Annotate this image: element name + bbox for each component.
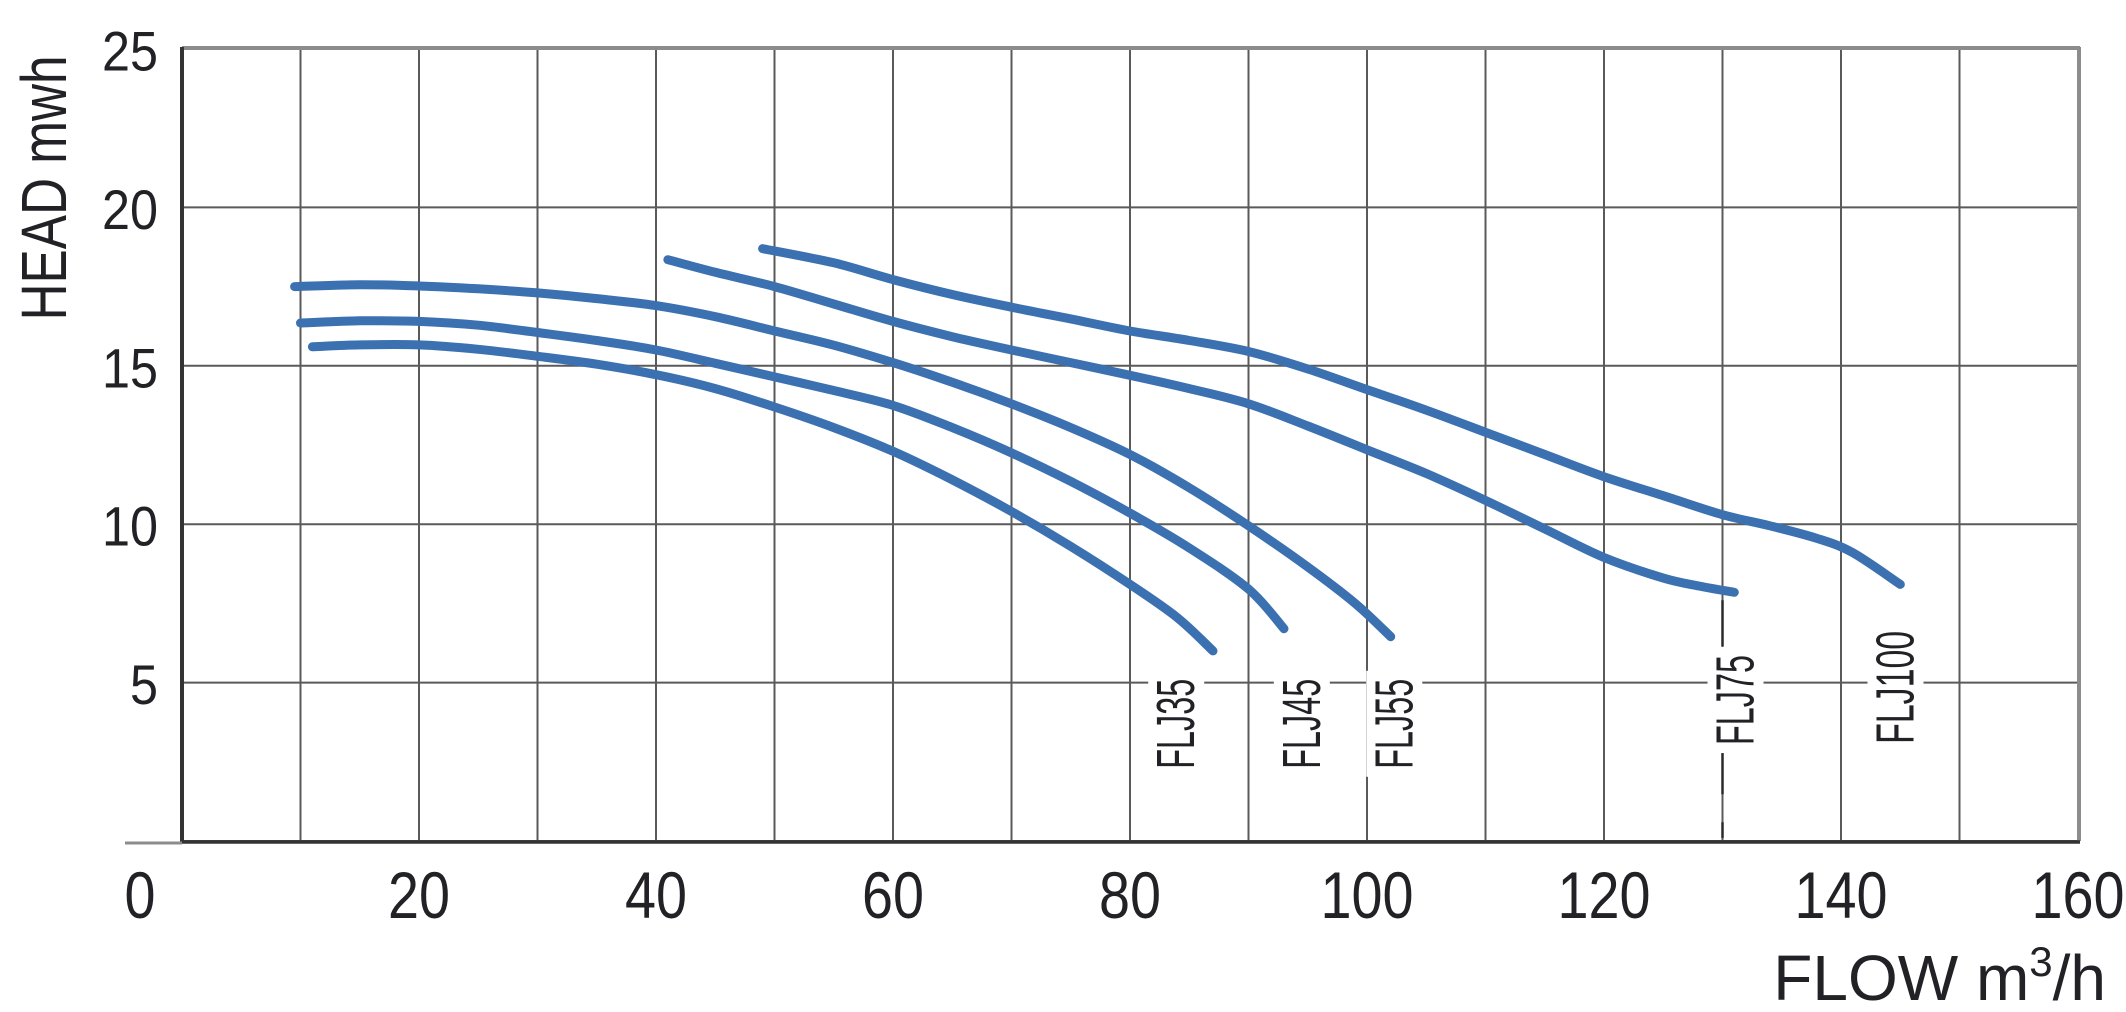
y-tick-label: 20 <box>102 178 158 241</box>
x-tick-label: 120 <box>1558 858 1651 932</box>
series-label-flj35: FLJ35 <box>1146 679 1206 769</box>
curve-flj35 <box>307 340 1218 656</box>
y-axis-title: HEAD mwh <box>8 56 80 321</box>
x-tick-label: 60 <box>862 858 924 932</box>
y-tick-label: 25 <box>102 20 158 83</box>
series-label-bg-flj75 <box>1707 647 1764 754</box>
x-tick-label: 40 <box>625 858 687 932</box>
curve-flj55 <box>290 280 1396 642</box>
series-label-bg-flj100 <box>1867 622 1924 752</box>
x-axis-title: FLOW m3/h <box>1773 938 2106 1012</box>
series-label-flj45: FLJ45 <box>1272 679 1332 769</box>
curve-flj75 <box>663 255 1739 597</box>
x-tick-label: 80 <box>1099 858 1161 932</box>
series-label-bg-flj35 <box>1148 670 1205 777</box>
x-tick-label: 0 <box>125 858 156 932</box>
series-label-bg-flj55 <box>1366 670 1423 777</box>
curve-flj45 <box>296 316 1289 634</box>
series-label-flj55: FLJ55 <box>1364 679 1424 769</box>
x-tick-label: 100 <box>1321 858 1414 932</box>
series-label-flj100: FLJ100 <box>1866 631 1926 744</box>
y-tick-label: 15 <box>102 336 158 399</box>
y-tick-label: 5 <box>130 653 158 716</box>
series-label-flj75: FLJ75 <box>1706 655 1766 745</box>
x-tick-label: 20 <box>388 858 450 932</box>
y-tick-label: 10 <box>102 495 158 558</box>
x-tick-label: 140 <box>1795 858 1888 932</box>
series-label-bg-flj45 <box>1273 670 1330 777</box>
curve-flj100 <box>758 244 1905 589</box>
x-tick-label: 160 <box>2032 858 2125 932</box>
